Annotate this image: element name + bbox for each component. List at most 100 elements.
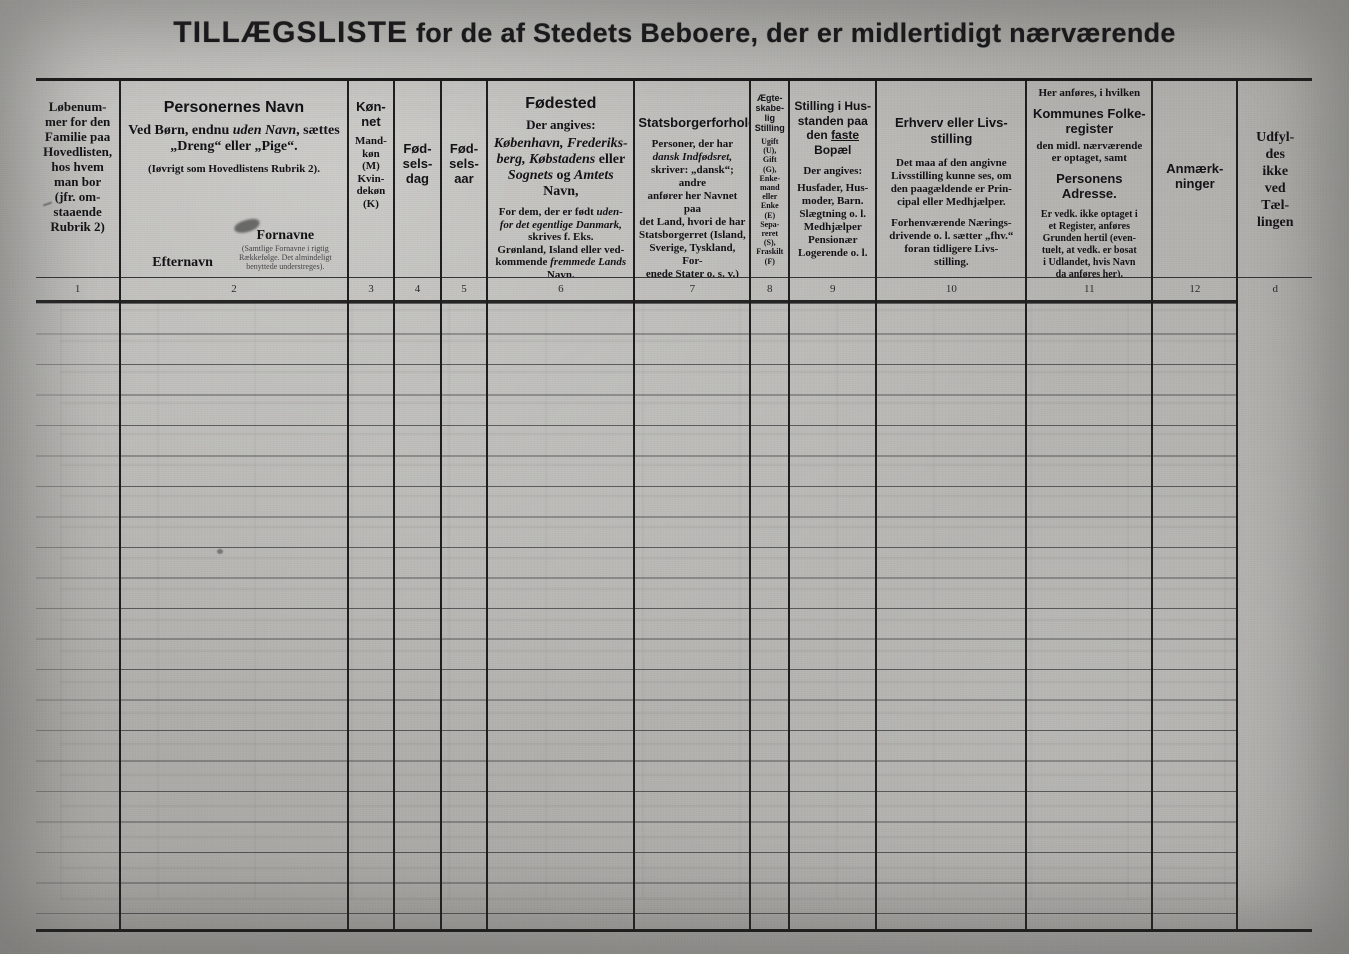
- folkeregister-foot-5: i Udlandet, hvis Navn: [1043, 256, 1136, 268]
- column-body-erhverv-eller-livsstilling[interactable]: [877, 303, 1026, 929]
- konnet-detail-5: dekøn: [356, 185, 386, 197]
- column-body-stilling-i-husstanden[interactable]: [790, 303, 876, 929]
- stilling-detail-3: Slægtning o. l.: [799, 207, 867, 220]
- folkeregister-foot-2: et Register, anføres: [1048, 220, 1130, 232]
- fodested-italic-3b: Amtets: [574, 168, 614, 183]
- erhverv-note-a-1: Det maa af den angivne: [896, 157, 1007, 169]
- fodselsdag-line-3: dag: [405, 171, 430, 186]
- stilling-heading-4: Bopæl: [814, 142, 852, 157]
- column-body-udfyldes-ikke[interactable]: [1238, 300, 1312, 929]
- navn-line2: „Dreng“ eller „Pige“.: [170, 139, 298, 154]
- column-body-personernes-navn[interactable]: [121, 303, 347, 929]
- column-number-d: d: [1238, 277, 1312, 300]
- udfyldes-line-2: des: [1265, 147, 1285, 162]
- column-number-12: 12: [1153, 277, 1237, 303]
- stilling-detail-6: Logerende o. l.: [798, 246, 868, 259]
- column-body-konnet[interactable]: [348, 303, 394, 929]
- erhverv-note-b-4: stilling.: [934, 256, 969, 268]
- statsborger-note-7: Sverige, Tyskland, For-: [649, 242, 736, 267]
- aegteskab-detail-3: Gift: [762, 155, 777, 165]
- column-body-statsborgerforhold[interactable]: [635, 303, 750, 929]
- fodselsdag-line-1: Fød-: [403, 141, 432, 156]
- aegteskab-detail-11: reret: [761, 229, 779, 239]
- column-header-aegteskabelig-stilling: Ægte- skabe- lig Stilling Ugift (U), Gif…: [751, 81, 788, 277]
- fodested-italic-3-mid: og: [553, 168, 575, 183]
- column-kommunes-folkeregister: Her anføres, i hvilken Kommunes Folke- r…: [1027, 81, 1154, 929]
- column-body-aegteskabelig-stilling[interactable]: [751, 303, 789, 929]
- column-stilling-i-husstanden: Stilling i Hus- standen paa den faste Bo…: [790, 81, 878, 929]
- lobenummer-line-8: staaende: [53, 204, 102, 219]
- udfyldes-line-4: ved: [1264, 181, 1286, 196]
- aegteskab-heading-2: skabe-: [755, 103, 785, 113]
- aegteskab-detail-6: mand: [759, 183, 780, 193]
- statsborger-note-3: skriver: „dansk“; andre: [650, 164, 734, 189]
- column-statsborgerforhold: Statsborgerforhold Personer, der har dan…: [635, 81, 752, 929]
- lobenummer-line-1: Løbenum-: [48, 99, 107, 114]
- aegteskab-detail-8: Enke: [760, 201, 779, 211]
- column-fodselsaar: Fød- sels- aar 5: [441, 81, 489, 929]
- column-fodested: Fødested Der angives: København, Frederi…: [488, 81, 636, 929]
- column-number-9: 9: [790, 277, 876, 303]
- fodested-note-1: For dem, der er født: [498, 206, 597, 218]
- column-header-konnet: Køn- net Mand- køn (M) Kvin- dekøn (K): [349, 81, 394, 277]
- column-header-anmaerkninger: Anmærk- ninger: [1153, 81, 1236, 277]
- fodselsaar-line-2: sels-: [449, 156, 479, 171]
- statsborgerforhold-heading: Statsborgerforhold: [638, 115, 750, 130]
- page-title: TILLÆGSLISTE for de af Stedets Beboere, …: [0, 16, 1349, 50]
- folkeregister-mid-note-2: er optaget, samt: [1051, 152, 1127, 164]
- column-number-10: 10: [877, 277, 1026, 303]
- aegteskab-detail-10: Sepa-: [760, 219, 780, 229]
- lobenummer-line-2: mer for den: [44, 114, 111, 129]
- column-body-anmaerkninger[interactable]: [1153, 303, 1237, 929]
- fodested-italic-3: Sognets: [507, 168, 554, 183]
- konnet-detail-1: Mand-: [355, 135, 387, 147]
- navn-line1-part1: Ved Børn, endnu: [128, 123, 233, 138]
- erhverv-note-b-1: Forhenværende Nærings-: [891, 217, 1012, 229]
- stilling-heading-2: standen paa: [797, 113, 868, 128]
- folkeregister-heading-2: register: [1065, 120, 1114, 136]
- folkeregister-heading-adresse: Personens Adresse.: [1056, 170, 1123, 201]
- column-body-fodselsaar[interactable]: [441, 303, 487, 929]
- erhverv-note-b-2: drivende o. l. sætter „fhv.“: [889, 230, 1014, 242]
- column-body-fodested[interactable]: [488, 303, 634, 929]
- column-number-7: 7: [635, 277, 750, 303]
- anmaerkninger-line-1: Anmærk-: [1166, 161, 1224, 176]
- aegteskab-detail-5: Enke-: [759, 173, 780, 183]
- konnet-detail-4: Kvin-: [357, 172, 385, 185]
- fodested-note-1-it: uden-: [596, 206, 623, 218]
- folkeregister-top-note: Her anføres, i hvilken: [1038, 87, 1141, 99]
- fodested-italic-1: København, Frederiks-: [493, 136, 628, 151]
- navn-line1-part3: , sættes: [296, 123, 340, 138]
- aegteskab-detail-13: Fraskilt: [756, 247, 784, 257]
- column-number-4: 4: [395, 277, 440, 303]
- statsborger-note-6: Statsborgerret (Island,: [639, 229, 746, 241]
- stilling-heading-1: Stilling i Hus-: [794, 99, 872, 113]
- subheader-efternavn: Efternavn: [152, 255, 213, 270]
- anmaerkninger-line-2: ninger: [1174, 176, 1215, 191]
- konnet-detail-3: (M): [362, 160, 380, 172]
- column-header-lobenummer: Løbenum- mer for den Familie paa Hovedli…: [36, 81, 119, 277]
- column-body-kommunes-folkeregister[interactable]: [1027, 303, 1152, 929]
- column-number-2: 2: [121, 277, 347, 303]
- census-table: Løbenum- mer for den Familie paa Hovedli…: [36, 78, 1312, 932]
- statsborger-note-2: dansk Indfødsret,: [652, 151, 733, 163]
- fodested-note-5-it: fremmede Lands: [550, 256, 627, 268]
- page-title-keyword: TILLÆGSLISTE: [173, 16, 409, 49]
- column-number-8: 8: [751, 277, 789, 303]
- udfyldes-line-6: lingen: [1256, 215, 1294, 230]
- fodselsaar-line-3: aar: [454, 171, 474, 186]
- konnet-heading-2: net: [361, 114, 381, 129]
- aegteskab-detail-12: (S),: [763, 238, 776, 248]
- subheader-fornavne-note: (Samtlige Fornavne i rigtig Rækkefølge. …: [238, 244, 332, 271]
- column-header-fodselsdag: Fød- sels- dag: [395, 81, 440, 277]
- column-body-fodselsdag[interactable]: [395, 303, 440, 929]
- fodested-italic-2: berg, Købstadens: [496, 152, 596, 167]
- erhverv-heading-1: Erhverv eller Livs-: [894, 115, 1008, 130]
- erhverv-note-a-3: den paagældende er Prin-: [890, 183, 1012, 195]
- column-fodselsdag: Fød- sels- dag 4: [395, 81, 442, 929]
- aegteskab-heading-4: Stilling: [754, 123, 785, 133]
- column-body-lobenummer[interactable]: [36, 303, 120, 929]
- lobenummer-line-3: Familie paa: [44, 129, 111, 144]
- column-number-11: 11: [1027, 277, 1152, 303]
- page-title-rest: for de af Stedets Beboere, der er midler…: [408, 18, 1176, 48]
